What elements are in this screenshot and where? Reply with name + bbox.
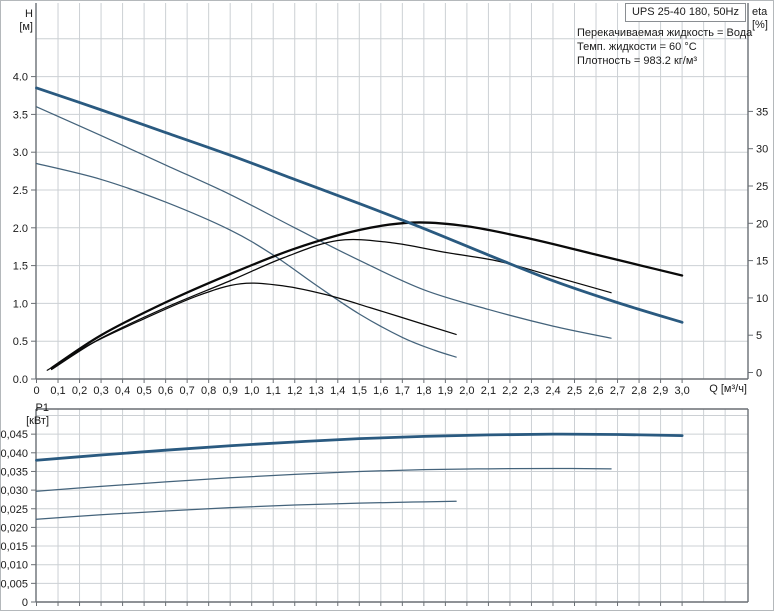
fluid-type-line: Перекачиваемая жидкость = Вода — [577, 27, 753, 39]
x-tick-label: 0,1 — [50, 385, 65, 397]
x-tick-label: 1,2 — [287, 385, 302, 397]
eta-axis-label: eta [%] — [752, 6, 768, 32]
x-tick-label: 2,1 — [481, 385, 496, 397]
h-tick-label: 2.5 — [13, 185, 28, 197]
gridlines — [36, 3, 748, 602]
power-axis-unit: [кВт] — [26, 415, 49, 427]
p1-tick-label: 0,015 — [1, 541, 28, 553]
power-axis-symbol: P1 — [35, 402, 49, 414]
x-tick-label: 2,8 — [631, 385, 646, 397]
x-tick-label: 1,7 — [395, 385, 410, 397]
x-tick-label: 3,0 — [674, 385, 689, 397]
flow-axis-label: Q [м³/ч] — [709, 383, 747, 395]
x-tick-label: 0,4 — [115, 385, 130, 397]
x-tick-label: 1,6 — [373, 385, 388, 397]
eta-axis-symbol: eta — [752, 6, 768, 18]
eta-tick-label: 20 — [756, 218, 768, 230]
x-tick-label: 1,1 — [266, 385, 281, 397]
eta-axis-unit: [%] — [752, 19, 768, 31]
p1-tick-label: 0,040 — [1, 448, 28, 460]
pump-curve-speed3 — [35, 86, 684, 324]
p1-tick-label: 0,010 — [1, 560, 28, 572]
power-axis-label: P1 [кВт] — [3, 402, 49, 428]
axes — [35, 3, 749, 603]
fluid-info-block: Перекачиваемая жидкость = Вода Темп. жид… — [577, 26, 752, 68]
x-tick-label: 2,4 — [545, 385, 560, 397]
head-axis-unit: [м] — [19, 21, 33, 33]
p1-tick-label: 0,025 — [1, 504, 28, 516]
eta-curve-speed2 — [50, 238, 612, 371]
p1-tick-label: 0,020 — [1, 522, 28, 534]
p1-curve-speed3 — [35, 432, 684, 462]
eta-curve-speed1 — [46, 282, 457, 371]
pump-title-box: UPS 25-40 180, 50Hz — [624, 3, 746, 22]
x-tick-label: 0,2 — [72, 385, 87, 397]
x-tick-label: 2,2 — [502, 385, 517, 397]
x-tick-label: 1,4 — [330, 385, 345, 397]
eta-tick-label: 5 — [756, 330, 762, 342]
h-tick-label: 1.5 — [13, 261, 28, 273]
eta-curve-speed3 — [50, 221, 684, 370]
p1-tick-label: 0,035 — [1, 466, 28, 478]
x-tick-label: 2,6 — [588, 385, 603, 397]
eta-tick-label: 0 — [756, 368, 762, 380]
x-tick-label: 0,6 — [158, 385, 173, 397]
fluid-density-line: Плотность = 983.2 кг/м³ — [577, 55, 698, 67]
tick-labels: 0 0,1 0,2 0,3 0,4 0,5 0,6 0,7 0,8 0,9 1,0 1,1 1,2 1,3… — [1, 72, 768, 609]
fluid-temp-line: Темп. жидкости = 60 °C — [577, 41, 697, 53]
x-tick-label: 1,3 — [309, 385, 324, 397]
x-tick-label: 2,9 — [653, 385, 668, 397]
x-tick-label: 0,9 — [223, 385, 238, 397]
h-tick-label: 4.0 — [13, 72, 28, 84]
x-tick-label: 2,0 — [459, 385, 474, 397]
h-tick-label: 1.0 — [13, 298, 28, 310]
h-tick-label: 2.0 — [13, 223, 28, 235]
pump-curve-speed1 — [35, 162, 457, 358]
p1-tick-label: 0,045 — [1, 429, 28, 441]
eta-tick-label: 30 — [756, 144, 768, 156]
h-tick-label: 0.5 — [13, 336, 28, 348]
p1-tick-label: 0,030 — [1, 485, 28, 497]
x-tick-label: 2,7 — [610, 385, 625, 397]
p1-tick-label: 0 — [22, 597, 28, 609]
h-tick-label: 3.5 — [13, 109, 28, 121]
p1-curve-speed1 — [35, 500, 457, 520]
x-tick-label: 1,5 — [352, 385, 367, 397]
head-axis-symbol: H — [25, 8, 33, 20]
x-tick-label: 0,5 — [136, 385, 151, 397]
x-tick-label: 1,8 — [416, 385, 431, 397]
x-tick-label: 2,3 — [524, 385, 539, 397]
x-tick-label: 1,0 — [244, 385, 259, 397]
x-tick-label: 0,8 — [201, 385, 216, 397]
eta-tick-label: 15 — [756, 256, 768, 268]
x-tick-label: 0 — [33, 385, 39, 397]
p1-tick-label: 0,005 — [1, 578, 28, 590]
head-axis-label: H [м] — [7, 8, 33, 34]
x-tick-label: 1,9 — [438, 385, 453, 397]
h-tick-label: 0.0 — [13, 374, 28, 386]
h-tick-label: 3.0 — [13, 147, 28, 159]
eta-tick-label: 35 — [756, 106, 768, 118]
x-tick-label: 0,7 — [179, 385, 194, 397]
pump-curve-speed2 — [35, 106, 612, 339]
pump-title: UPS 25-40 180, 50Hz — [631, 6, 739, 18]
x-tick-label: 0,3 — [93, 385, 108, 397]
p1-curve-speed2 — [35, 467, 612, 492]
x-tick-label: 2,5 — [567, 385, 582, 397]
eta-tick-label: 10 — [756, 293, 768, 305]
eta-tick-label: 25 — [756, 181, 768, 193]
